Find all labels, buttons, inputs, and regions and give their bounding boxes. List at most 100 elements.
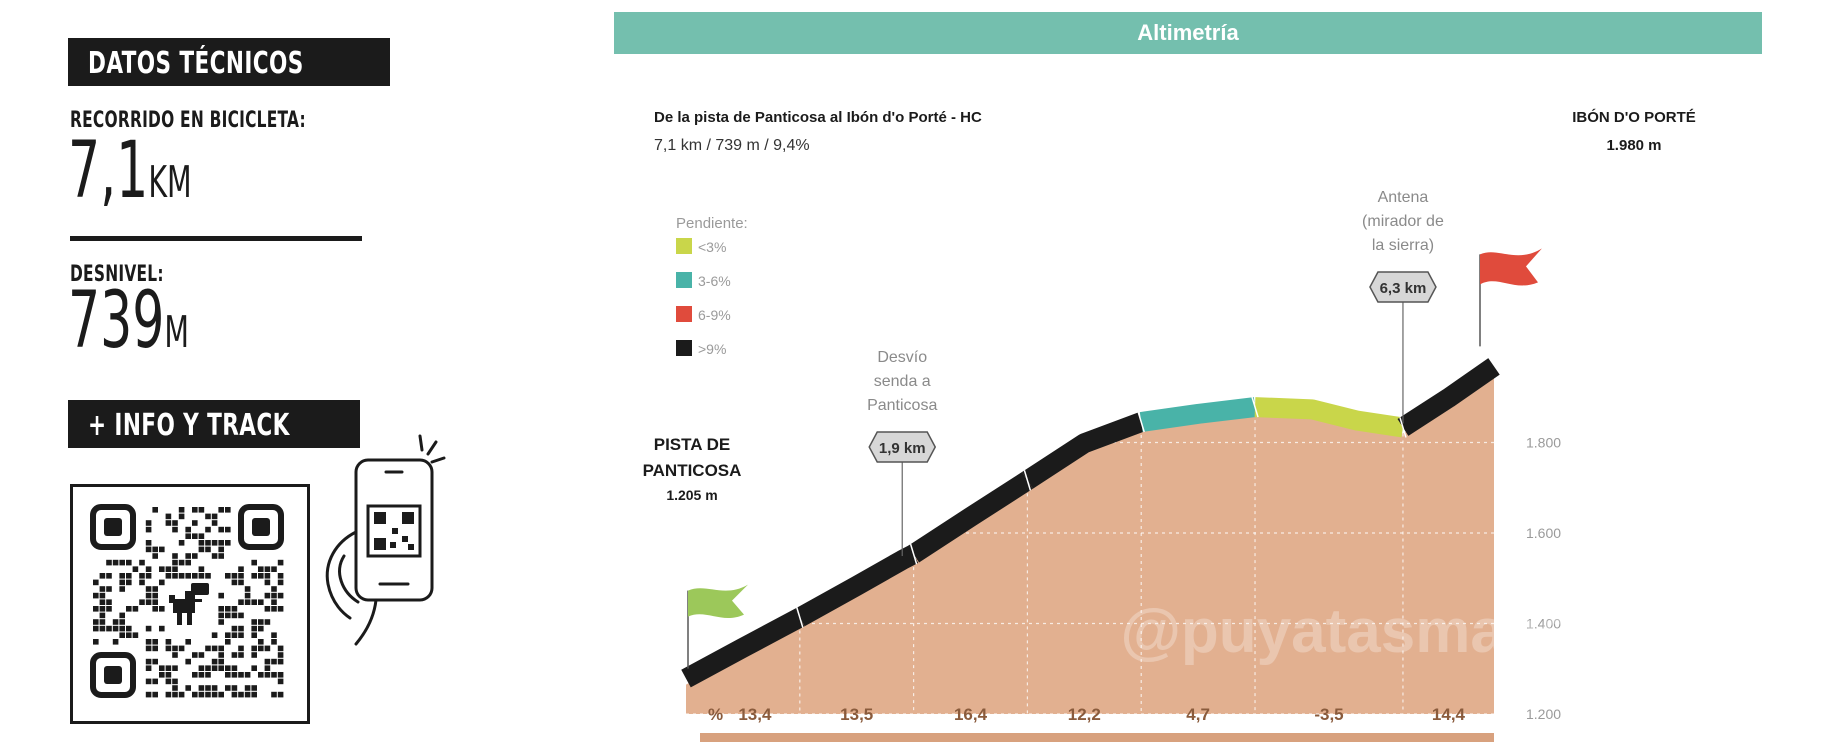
qr-code[interactable] xyxy=(70,484,310,724)
qr-module xyxy=(159,665,165,671)
qr-module xyxy=(258,645,264,652)
qr-module xyxy=(271,599,277,605)
road-segment xyxy=(1254,397,1405,438)
route-stats: 7,1 km / 739 m / 9,4% xyxy=(654,137,810,154)
qr-module xyxy=(172,691,178,698)
qr-module xyxy=(93,579,99,586)
qr-module xyxy=(198,533,205,539)
qr-module xyxy=(159,672,165,678)
qr-module xyxy=(277,645,284,652)
divider xyxy=(70,236,362,241)
route-subtitle: De la pista de Panticosa al Ibón d'o Por… xyxy=(654,109,982,126)
qr-module xyxy=(172,553,178,559)
qr-module xyxy=(225,526,231,533)
qr-module xyxy=(251,573,257,579)
qr-module xyxy=(119,573,125,579)
qr-module xyxy=(172,645,178,652)
annotation-badge-label: 1,9 km xyxy=(879,440,926,457)
qr-module xyxy=(271,658,277,665)
gradient-label: 13,5 xyxy=(840,705,873,724)
qr-module xyxy=(264,665,271,671)
qr-module xyxy=(178,507,185,513)
qr-module xyxy=(231,632,238,638)
qr-module xyxy=(264,592,271,599)
qr-module xyxy=(198,691,205,698)
elevation-profile-svg: De la pista de Panticosa al Ibón d'o Por… xyxy=(643,108,1696,742)
qr-module xyxy=(152,606,158,612)
qr-module xyxy=(258,625,264,632)
legend-swatch xyxy=(676,272,692,288)
qr-module xyxy=(172,520,178,526)
qr-module xyxy=(244,691,251,698)
qr-module xyxy=(205,540,211,546)
qr-finder-bottom-left xyxy=(90,652,136,698)
qr-module xyxy=(264,606,271,612)
qr-module xyxy=(93,619,99,625)
annotation-line: (mirador de xyxy=(1362,213,1444,230)
qr-module xyxy=(205,665,211,671)
qr-module xyxy=(106,559,112,566)
qr-module xyxy=(198,672,205,678)
qr-module xyxy=(152,507,158,513)
start-name-line2: PANTICOSA xyxy=(643,461,742,480)
qr-module xyxy=(178,540,185,546)
qr-module xyxy=(165,573,172,579)
qr-module xyxy=(119,625,125,632)
profile-area xyxy=(686,372,1494,714)
qr-module xyxy=(93,606,99,612)
gradient-label: 16,4 xyxy=(954,705,988,724)
qr-module xyxy=(231,672,238,678)
qr-module xyxy=(106,606,112,612)
qr-module xyxy=(198,685,205,691)
legend-swatch xyxy=(676,306,692,322)
qr-module xyxy=(271,632,277,638)
x-tick-label: 3 xyxy=(1023,740,1031,742)
qr-module xyxy=(159,625,165,632)
qr-module xyxy=(244,599,251,605)
qr-module xyxy=(218,592,224,599)
watermark: @puyatasmaestras xyxy=(1120,597,1687,666)
qr-finder-top-right xyxy=(238,504,284,550)
qr-module xyxy=(192,520,198,526)
qr-module xyxy=(93,592,99,599)
qr-module xyxy=(112,559,119,566)
dinosaur-icon xyxy=(169,583,209,625)
qr-module xyxy=(99,586,106,592)
qr-module xyxy=(238,599,244,605)
qr-module xyxy=(211,513,218,520)
qr-module xyxy=(205,691,211,698)
qr-module xyxy=(99,606,106,612)
qr-module xyxy=(205,573,211,579)
qr-module xyxy=(126,625,132,632)
technical-panel: DATOS TÉCNICOS RECORRIDO EN BICICLETA: 7… xyxy=(0,0,560,748)
qr-module xyxy=(185,685,191,691)
chart-title-banner: Altimetría xyxy=(614,12,1762,54)
qr-module xyxy=(211,645,218,652)
qr-module xyxy=(139,599,145,605)
qr-module xyxy=(258,639,264,645)
qr-module xyxy=(231,579,238,586)
qr-module xyxy=(152,553,158,559)
qr-module xyxy=(185,573,191,579)
x-tick-label: 2 xyxy=(909,740,917,742)
qr-module xyxy=(165,645,172,652)
qr-module xyxy=(145,625,152,632)
phone-scan-icon xyxy=(325,434,446,646)
qr-module xyxy=(139,559,145,566)
qr-module xyxy=(185,639,191,645)
qr-module xyxy=(152,546,158,553)
qr-module xyxy=(264,658,271,665)
qr-module xyxy=(126,573,132,579)
qr-module xyxy=(251,599,257,605)
qr-module xyxy=(218,652,224,658)
qr-module xyxy=(119,579,125,586)
qr-module xyxy=(126,606,132,612)
qr-module xyxy=(231,625,238,632)
qr-module xyxy=(264,566,271,572)
annotation-line: la sierra) xyxy=(1372,237,1434,254)
qr-module xyxy=(251,619,257,625)
annotation-badge xyxy=(1369,271,1437,303)
qr-module xyxy=(172,573,178,579)
qr-module xyxy=(277,573,284,579)
end-flag-icon xyxy=(1480,248,1542,286)
